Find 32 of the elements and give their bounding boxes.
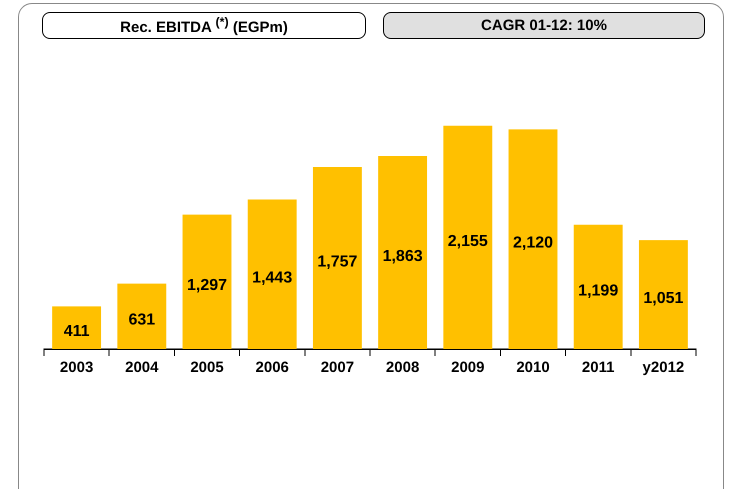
x-tick-label: 2011 — [582, 359, 614, 376]
chart-title: Rec. EBITDA $^{(*)}$ (EGPm) — [120, 15, 288, 36]
x-tick-label: 2006 — [256, 359, 289, 376]
data-label: 1,863 — [382, 248, 423, 265]
bar — [182, 214, 232, 349]
x-tick-label: 2007 — [320, 359, 354, 376]
x-tick-label: 2004 — [125, 359, 160, 376]
data-label: 1,443 — [252, 270, 292, 287]
data-label: 631 — [128, 312, 156, 329]
bar — [508, 129, 558, 349]
x-tick-label: 2008 — [386, 359, 420, 376]
x-tick-label: 2005 — [190, 359, 224, 376]
data-label: 411 — [64, 323, 90, 340]
bar — [574, 224, 623, 349]
data-label: 1,757 — [317, 253, 358, 270]
x-tick-label: 2003 — [60, 359, 94, 376]
bar — [248, 200, 297, 349]
data-label: 2,120 — [512, 234, 554, 252]
bar — [117, 284, 166, 349]
data-label: 1,199 — [578, 282, 618, 300]
x-tick-label: 2009 — [451, 359, 484, 376]
data-label: 1,297 — [186, 277, 228, 294]
data-label: 2,155 — [448, 232, 488, 250]
x-tick-label: 2010 — [516, 359, 550, 376]
data-label: 1,051 — [643, 290, 684, 307]
bar — [638, 240, 688, 349]
bar — [378, 156, 428, 349]
x-tick-label: y2012 — [642, 359, 684, 376]
bar — [443, 126, 492, 349]
bar — [312, 166, 362, 349]
text: CAGR 01-12: 10% — [383, 12, 705, 39]
bar — [52, 306, 102, 349]
